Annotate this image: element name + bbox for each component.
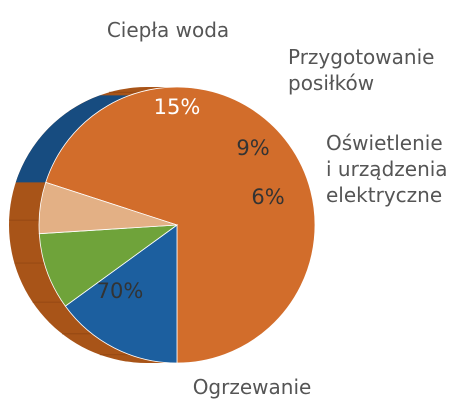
pie-slice-ciepla-woda <box>64 224 178 364</box>
pie-slice-oswietlenie-i-urzadzenia-elektryczne <box>38 181 178 235</box>
category-label-oswietlenie-i-urzadzenia-elektryczne: Oświetlenie i urządzenia elektryczne <box>326 131 448 207</box>
pct-label-oswietlenie-i-urzadzenia-elektryczne: 6% <box>251 185 284 209</box>
category-label-line: Ogrzewanie <box>193 375 312 399</box>
category-label-przygotowanie-posilkow: Przygotowanie posiłków <box>288 45 434 95</box>
pie-side-top-blue <box>15 95 130 183</box>
category-label-line: i urządzenia <box>326 157 448 181</box>
pct-label-przygotowanie-posilkow: 9% <box>236 136 269 160</box>
category-label-line: Ciepła woda <box>107 18 229 42</box>
category-label-line: posiłków <box>288 71 374 95</box>
category-label-ciepla-woda: Ciepła woda <box>107 18 229 42</box>
pct-label-ciepla-woda: 15% <box>154 95 201 119</box>
category-label-line: Oświetlenie <box>326 131 443 155</box>
category-label-ogrzewanie: Ogrzewanie <box>193 375 312 399</box>
pie-slice-ogrzewanie <box>45 86 316 364</box>
category-label-line: elektryczne <box>326 183 442 207</box>
category-label-line: Przygotowanie <box>288 45 434 69</box>
pct-label-ogrzewanie: 70% <box>97 279 144 303</box>
